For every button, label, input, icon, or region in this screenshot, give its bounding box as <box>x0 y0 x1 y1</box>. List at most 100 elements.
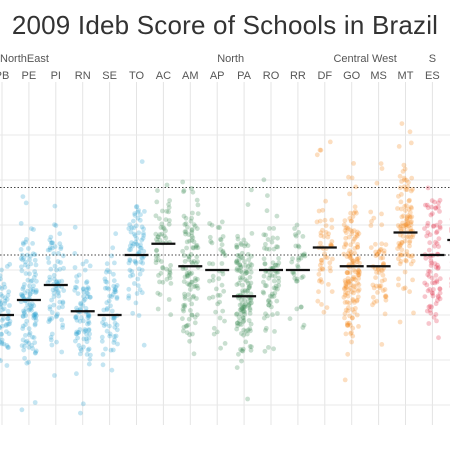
point-SE <box>104 261 110 267</box>
point-AC <box>160 279 166 285</box>
point-PE <box>21 255 27 261</box>
point-GO <box>349 276 355 282</box>
point-AC <box>167 267 173 273</box>
point-PA <box>247 274 253 280</box>
point-GO <box>345 351 351 357</box>
point-TO <box>136 250 142 255</box>
point-RO <box>270 235 276 241</box>
point-PE <box>19 407 25 413</box>
point-ES <box>432 243 437 249</box>
point-MT <box>406 234 411 239</box>
point-GO <box>351 161 356 166</box>
point-AM <box>186 253 192 259</box>
point-GO <box>344 225 350 231</box>
point-PB <box>0 277 1 282</box>
point-PI <box>58 244 64 250</box>
point-DF <box>320 227 325 233</box>
point-RO <box>266 302 272 308</box>
point-ES <box>424 308 430 314</box>
point-ES <box>434 229 440 235</box>
point-AM <box>189 259 195 265</box>
point-GO <box>355 288 361 294</box>
point-PA <box>240 346 246 352</box>
point-RR <box>294 278 300 284</box>
point-RN <box>86 312 91 317</box>
point-RN <box>85 321 90 327</box>
point-ES <box>427 240 433 246</box>
point-PB <box>0 284 2 290</box>
point-PA <box>234 320 240 326</box>
point-DF <box>329 217 335 223</box>
point-MT <box>411 310 416 316</box>
point-TO <box>127 267 133 273</box>
point-AP <box>210 294 216 300</box>
point-PB <box>0 324 1 328</box>
point-PI <box>49 316 55 321</box>
point-GO <box>350 297 356 302</box>
point-GO <box>344 284 349 289</box>
point-PE <box>30 251 36 257</box>
point-AM <box>193 278 199 284</box>
point-PB <box>0 292 4 297</box>
point-RR <box>292 226 297 231</box>
point-AC <box>157 216 162 222</box>
point-PB <box>0 300 4 306</box>
point-RN <box>86 286 91 292</box>
point-RR <box>300 234 306 239</box>
point-PE <box>18 221 24 226</box>
point-AC <box>153 231 159 237</box>
point-DF <box>323 198 328 204</box>
point-GO <box>345 293 351 299</box>
point-PA <box>234 244 240 250</box>
tick-label-AM: AM <box>182 70 199 82</box>
point-RN <box>88 294 93 300</box>
point-PE <box>32 269 38 274</box>
point-AM <box>194 197 200 203</box>
point-MT <box>409 175 415 181</box>
point-PE <box>28 305 34 311</box>
point-PA <box>243 339 249 345</box>
point-PI <box>46 319 52 325</box>
point-PE <box>26 246 31 251</box>
point-AM <box>190 245 196 250</box>
point-ES <box>436 294 441 300</box>
point-RN <box>87 331 92 337</box>
point-SE <box>112 287 118 293</box>
point-AM <box>191 222 197 228</box>
point-AP <box>207 261 212 266</box>
point-ES <box>426 321 432 326</box>
point-AP <box>215 225 221 230</box>
point-PA <box>236 314 242 320</box>
point-MT <box>403 257 409 263</box>
point-TO <box>138 259 144 265</box>
point-AM <box>189 228 195 233</box>
point-SE <box>102 285 108 291</box>
point-MS <box>372 266 378 272</box>
point-PA <box>245 243 251 249</box>
point-SE <box>110 292 116 297</box>
point-AC <box>155 188 160 194</box>
point-AC <box>154 248 159 254</box>
point-MT <box>410 186 415 192</box>
point-MT <box>395 206 400 211</box>
point-PA <box>242 243 248 249</box>
region-labels: NorthEast North Central West S <box>0 53 436 65</box>
point-PA <box>240 319 246 325</box>
point-ES <box>430 280 435 286</box>
point-PA <box>248 291 254 297</box>
point-PA <box>235 323 241 329</box>
point-PA <box>238 307 244 312</box>
point-PI <box>60 299 66 305</box>
point-PE <box>32 252 38 257</box>
point-RN <box>72 287 78 293</box>
point-TO <box>130 310 136 316</box>
point-MT <box>402 203 408 209</box>
point-SE <box>108 347 114 353</box>
point-AP <box>218 237 224 243</box>
point-PE <box>29 226 34 232</box>
point-PA <box>241 318 247 323</box>
point-GO <box>347 300 352 306</box>
point-PE <box>21 284 26 290</box>
point-MT <box>403 208 408 213</box>
point-PA <box>245 280 251 286</box>
